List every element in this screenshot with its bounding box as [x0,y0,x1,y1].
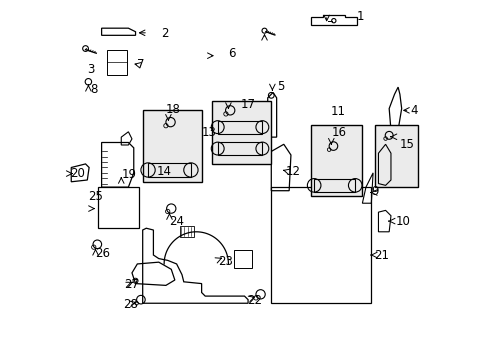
Bar [217,143,262,155]
Bar [313,179,354,192]
Text: 12: 12 [285,165,300,178]
Bar [217,121,262,134]
Bar [148,163,190,177]
Text: 17: 17 [241,98,255,111]
Text: 6: 6 [228,47,235,60]
Text: 4: 4 [410,104,417,117]
Text: 26: 26 [95,247,110,260]
Bar [233,249,251,267]
Text: 1: 1 [356,10,364,23]
Text: 24: 24 [169,215,184,228]
Bar [98,187,139,228]
Text: 28: 28 [123,298,138,311]
Bar [374,125,417,187]
Text: 18: 18 [165,103,180,116]
Bar [212,102,271,164]
Bar [142,111,201,182]
Bar [180,226,194,237]
Bar [107,50,126,75]
Text: 10: 10 [394,215,409,228]
Text: 25: 25 [88,190,102,203]
Text: 8: 8 [90,84,97,96]
Text: 20: 20 [70,167,85,180]
Text: 3: 3 [87,63,95,76]
Text: 5: 5 [276,80,284,93]
Text: 16: 16 [331,126,346,139]
Bar [310,125,362,196]
Text: 11: 11 [329,105,345,118]
Text: 23: 23 [217,255,232,267]
Text: 14: 14 [157,165,172,178]
Text: 21: 21 [373,249,388,262]
Text: 19: 19 [121,168,136,181]
Text: 15: 15 [399,139,414,152]
Text: 9: 9 [371,185,378,198]
Text: 22: 22 [247,294,262,307]
Text: 7: 7 [137,58,144,72]
Text: 2: 2 [162,27,169,40]
Text: 27: 27 [124,278,139,291]
Text: 13: 13 [201,126,216,139]
